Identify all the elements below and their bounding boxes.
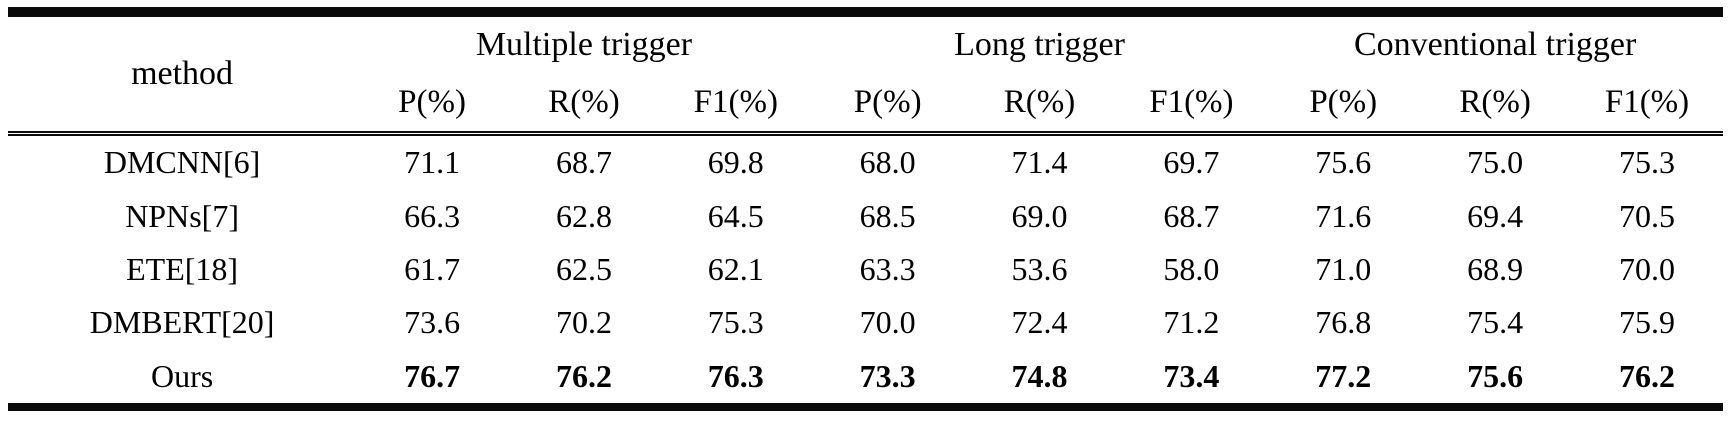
value-cell: 74.8 xyxy=(1011,357,1068,394)
value-cell: 64.5 xyxy=(707,197,764,234)
value-cell: 69.4 xyxy=(1467,197,1524,234)
metric-header-p3: P(%) xyxy=(1267,73,1420,136)
value-cell: 61.7 xyxy=(404,250,461,287)
metric-header-r1: R(%) xyxy=(508,73,660,136)
value-cell: 68.0 xyxy=(859,144,916,181)
method-cell: DMCNN[6] xyxy=(103,144,261,181)
value-cell: 70.5 xyxy=(1619,197,1676,234)
metric-header-r2: R(%) xyxy=(963,73,1116,136)
value-cell: 68.7 xyxy=(1163,197,1220,234)
value-cell: 62.8 xyxy=(555,197,612,234)
value-cell: 75.6 xyxy=(1467,357,1524,394)
value-cell: 71.0 xyxy=(1315,250,1372,287)
value-cell: 70.0 xyxy=(1619,250,1676,287)
value-cell: 66.3 xyxy=(404,197,461,234)
metric-header-f1-1: F1(%) xyxy=(659,73,812,136)
value-cell: 71.6 xyxy=(1315,197,1372,234)
method-cell: Ours xyxy=(150,357,214,394)
metric-header-p2: P(%) xyxy=(811,73,964,136)
group-header-long-trigger: Long trigger xyxy=(954,26,1125,63)
value-cell: 77.2 xyxy=(1315,357,1372,394)
value-cell: 71.4 xyxy=(1011,144,1068,181)
metric-header-r3: R(%) xyxy=(1419,73,1572,136)
value-cell: 75.6 xyxy=(1315,144,1372,181)
table-row-npns: NPNs[7] 66.3 62.8 64.5 68.5 69.0 68.7 71… xyxy=(8,189,1723,242)
value-cell: 69.8 xyxy=(707,144,764,181)
table-row-dmbert: DMBERT[20] 73.6 70.2 75.3 70.0 72.4 71.2… xyxy=(8,296,1723,349)
method-cell: ETE[18] xyxy=(126,250,239,287)
metric-header-f1-3: F1(%) xyxy=(1571,73,1723,136)
value-cell: 63.3 xyxy=(859,250,916,287)
value-cell: 58.0 xyxy=(1163,250,1220,287)
value-cell: 69.7 xyxy=(1163,144,1220,181)
value-cell: 53.6 xyxy=(1011,250,1068,287)
value-cell: 75.3 xyxy=(707,304,764,341)
value-cell: 70.2 xyxy=(555,304,612,341)
value-cell: 75.9 xyxy=(1619,304,1676,341)
value-cell: 62.1 xyxy=(707,250,764,287)
value-cell: 62.5 xyxy=(555,250,612,287)
method-cell: NPNs[7] xyxy=(125,197,239,234)
method-cell: DMBERT[20] xyxy=(89,304,275,341)
value-cell: 76.2 xyxy=(555,357,612,394)
metric-header-p1: P(%) xyxy=(356,73,509,136)
method-column-header: method xyxy=(8,12,357,136)
value-cell: 73.3 xyxy=(859,357,916,394)
value-cell: 72.4 xyxy=(1011,304,1068,341)
value-cell: 75.3 xyxy=(1619,144,1676,181)
value-cell: 75.0 xyxy=(1467,144,1524,181)
value-cell: 68.7 xyxy=(555,144,612,181)
table-row-ours: Ours 76.7 76.2 76.3 73.3 74.8 73.4 77.2 … xyxy=(8,350,1723,407)
value-cell: 75.4 xyxy=(1467,304,1524,341)
group-header-row: method Multiple trigger Long trigger Con… xyxy=(8,12,1723,136)
value-cell: 69.0 xyxy=(1011,197,1068,234)
value-cell: 73.4 xyxy=(1163,357,1220,394)
group-header-conventional-trigger: Conventional trigger xyxy=(1353,26,1637,63)
value-cell: 76.2 xyxy=(1619,357,1676,394)
metric-header-row: P(%) R(%) F1(%) P(%) R(%) F1(%) P(%) R(%… xyxy=(8,73,1723,136)
value-cell: 76.8 xyxy=(1315,304,1372,341)
results-table: method Multiple trigger Long trigger Con… xyxy=(8,7,1723,411)
table-row-dmcnn: DMCNN[6] 71.1 68.7 69.8 68.0 71.4 69.7 7… xyxy=(8,134,1723,190)
value-cell: 73.6 xyxy=(404,304,461,341)
value-cell: 76.3 xyxy=(707,357,764,394)
metric-header-f1-2: F1(%) xyxy=(1115,73,1268,136)
table-row-ete: ETE[18] 61.7 62.5 62.1 63.3 53.6 58.0 71… xyxy=(8,243,1723,296)
value-cell: 76.7 xyxy=(404,357,461,394)
value-cell: 68.5 xyxy=(859,197,916,234)
value-cell: 70.0 xyxy=(859,304,916,341)
value-cell: 68.9 xyxy=(1467,250,1524,287)
value-cell: 71.1 xyxy=(404,144,461,181)
value-cell: 71.2 xyxy=(1163,304,1220,341)
group-header-multiple-trigger: Multiple trigger xyxy=(475,26,693,63)
